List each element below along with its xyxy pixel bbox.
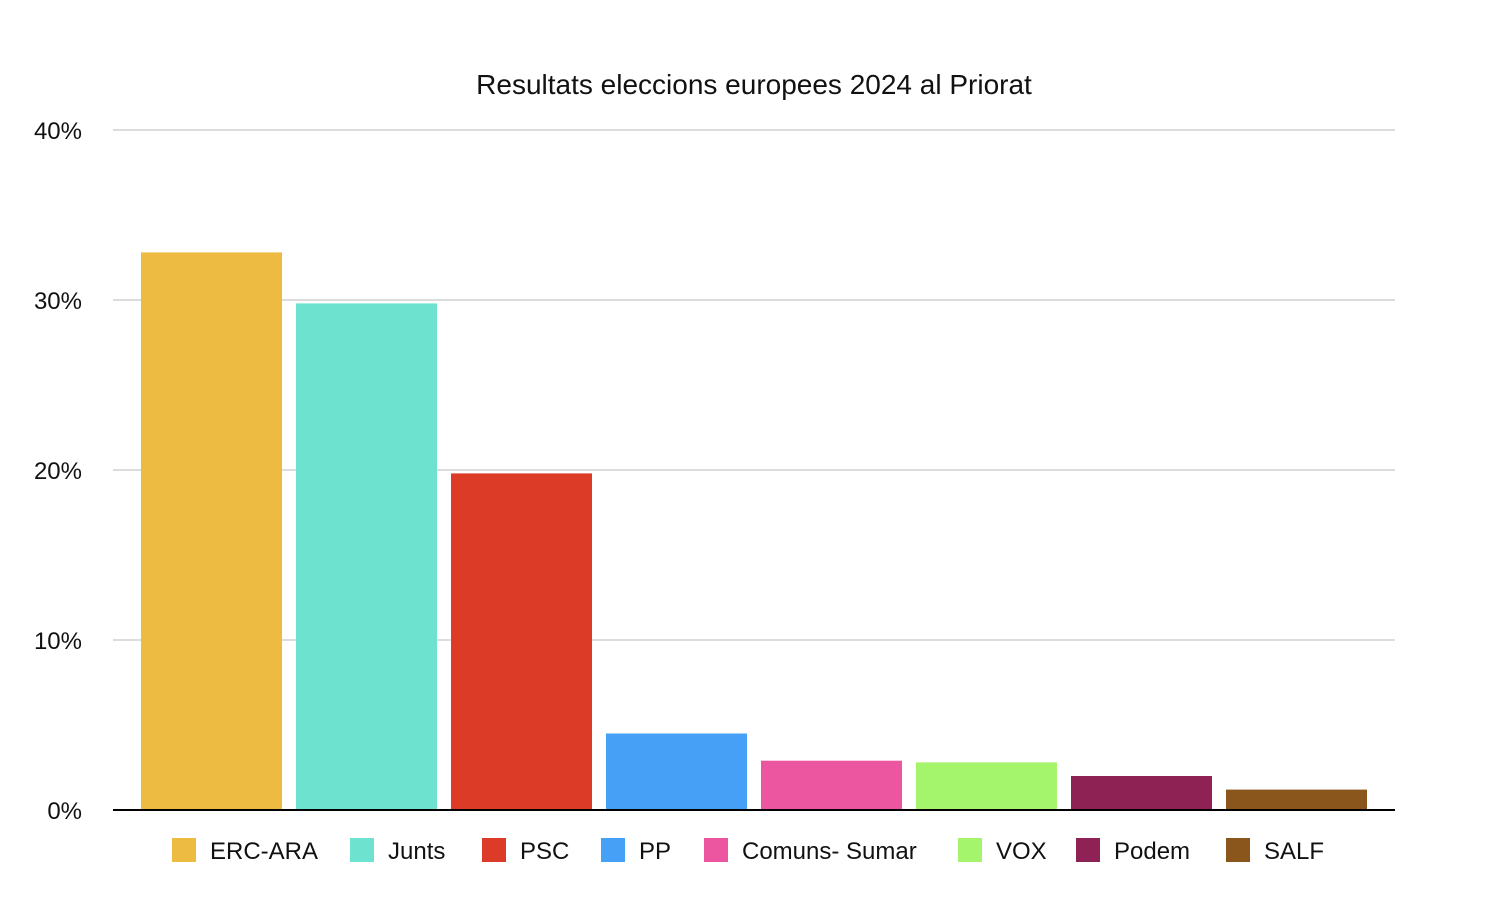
legend-item: SALF (1226, 838, 1324, 865)
bars (141, 252, 1367, 810)
legend-item: Junts (350, 838, 445, 865)
legend-item: Podem (1076, 838, 1190, 865)
legend-label: ERC-ARA (210, 838, 318, 865)
y-tick-label: 0% (47, 798, 82, 825)
legend-swatch (1226, 838, 1250, 862)
bar-erc-ara (141, 252, 282, 810)
legend-swatch (958, 838, 982, 862)
legend-label: Podem (1114, 838, 1190, 865)
y-tick-label: 40% (34, 118, 82, 145)
bar-junts (296, 303, 437, 810)
legend-swatch (704, 838, 728, 862)
y-tick-label: 20% (34, 458, 82, 485)
legend-label: Comuns- Sumar (742, 838, 917, 865)
y-tick-label: 30% (34, 288, 82, 315)
legend-item: ERC-ARA (172, 838, 318, 865)
legend-item: PSC (482, 838, 569, 865)
bar-salf (1226, 789, 1367, 810)
chart-title: Resultats eleccions europees 2024 al Pri… (476, 69, 1032, 100)
legend-label: SALF (1264, 838, 1324, 865)
bar-podem (1071, 776, 1212, 810)
y-tick-label: 10% (34, 628, 82, 655)
legend-swatch (482, 838, 506, 862)
legend-swatch (172, 838, 196, 862)
legend-item: VOX (958, 838, 1047, 865)
legend-label: PSC (520, 838, 569, 865)
legend-item: PP (601, 838, 671, 865)
legend-label: VOX (996, 838, 1047, 865)
legend-swatch (601, 838, 625, 862)
bar-psc (451, 473, 592, 810)
y-axis-ticks: 0% 10% 20% 30% 40% (34, 118, 82, 825)
bar-vox (916, 762, 1057, 810)
legend-item: Comuns- Sumar (704, 838, 917, 865)
bar-comuns-sumar (761, 760, 902, 810)
legend-swatch (1076, 838, 1100, 862)
legend: ERC-ARA Junts PSC PP Comuns- Sumar VOX Podem SA… (172, 838, 1324, 865)
legend-label: Junts (388, 838, 445, 865)
legend-swatch (350, 838, 374, 862)
bar-pp (606, 733, 747, 810)
legend-label: PP (639, 838, 671, 865)
